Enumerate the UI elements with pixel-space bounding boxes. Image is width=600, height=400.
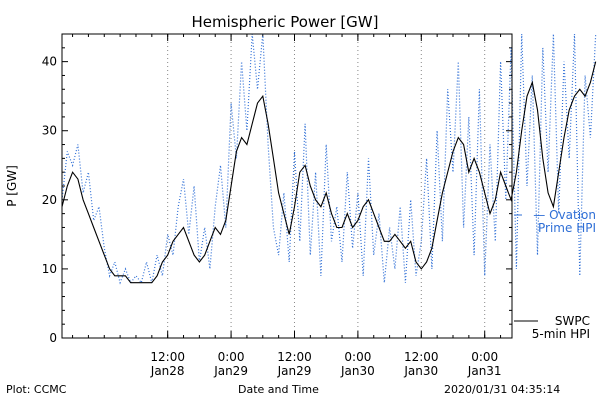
y-tick-label: 30 bbox=[42, 124, 57, 138]
y-tick-label: 40 bbox=[42, 55, 57, 69]
x-tick-label-date: Jan28 bbox=[150, 364, 185, 378]
legend-ovation-label: — Ovation bbox=[533, 208, 596, 222]
y-tick-label: 0 bbox=[49, 331, 57, 345]
x-tick-label-date: Jan29 bbox=[213, 364, 248, 378]
x-tick-label-time: 0:00 bbox=[218, 350, 245, 364]
chart-title: Hemispheric Power [GW] bbox=[192, 13, 379, 31]
x-tick-label-time: 12:00 bbox=[277, 350, 312, 364]
x-axis-title: Date and Time bbox=[238, 383, 319, 396]
x-axis: 12:00Jan280:00Jan2912:00Jan290:00Jan3012… bbox=[72, 34, 502, 378]
gridlines bbox=[167, 34, 486, 338]
series-line-swpc-5-min-hpi bbox=[61, 61, 597, 284]
legend-swpc-label: 5-min HPI bbox=[532, 327, 590, 341]
series-line-ovation-prime-hpi bbox=[61, 33, 597, 285]
x-tick-label-time: 12:00 bbox=[404, 350, 439, 364]
y-tick-label: 20 bbox=[42, 193, 57, 207]
plot-credit: Plot: CCMC bbox=[6, 383, 67, 396]
x-tick-label-time: 0:00 bbox=[344, 350, 371, 364]
x-tick-label-date: Jan30 bbox=[340, 364, 375, 378]
legend-ovation-label: Prime HPI bbox=[538, 221, 596, 235]
x-tick-label-date: Jan31 bbox=[467, 364, 502, 378]
legend-swpc-label: SWPC bbox=[555, 314, 590, 328]
x-tick-label-date: Jan30 bbox=[403, 364, 438, 378]
x-tick-label-time: 12:00 bbox=[150, 350, 185, 364]
y-axis-label: P [GW] bbox=[5, 165, 19, 207]
series-layer bbox=[61, 33, 597, 285]
x-tick-label-time: 0:00 bbox=[471, 350, 498, 364]
timestamp: 2020/01/31 04:35:14 bbox=[444, 383, 561, 396]
y-tick-label: 10 bbox=[42, 262, 57, 276]
x-tick-label-date: Jan29 bbox=[277, 364, 312, 378]
plot-frame bbox=[61, 33, 513, 339]
y-axis: 0 10 20 30 40 bbox=[42, 33, 512, 345]
